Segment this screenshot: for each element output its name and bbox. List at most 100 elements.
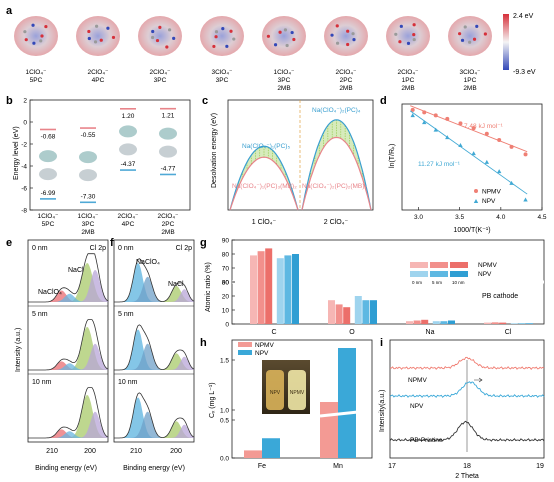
data-point — [422, 120, 427, 125]
envelope-curve — [114, 258, 195, 303]
category-2-label: 2 ClO₄⁻ — [324, 219, 349, 226]
atom — [266, 34, 271, 38]
y-axis-label: Intensity(a.u.) — [379, 390, 386, 432]
npmv-annotation: 7.48 kJ mol⁻¹ — [464, 123, 504, 130]
curve-label-3: Na(ClO₄⁻)₂(PC)₄ — [312, 107, 361, 114]
category-label: 2ClO₄⁻ — [118, 213, 139, 220]
lumo-value: 1.20 — [122, 113, 135, 120]
curve-label-4: Na(ClO₄⁻)₂(PC)₂(MB)₂ — [302, 183, 367, 190]
panel-a: a 1ClO₄⁻5PC2ClO₄⁻4PC2ClO₄⁻3PC3ClO₄⁻3PC1C… — [6, 5, 536, 92]
legend: NPMV NPV — [238, 342, 274, 357]
plot-frame — [113, 239, 195, 443]
molecule-label-line2: 3PC — [154, 77, 167, 84]
panel-letter-c: c — [202, 95, 208, 107]
scale-max-label: 2.4 eV — [513, 13, 534, 20]
panel-letter-d: d — [380, 95, 387, 107]
molecule-row: 1ClO₄⁻5PC2ClO₄⁻4PC2ClO₄⁻3PC3ClO₄⁻3PC1ClO… — [14, 16, 492, 92]
y-tick-label: 0.0 — [220, 456, 229, 463]
atom — [111, 35, 116, 40]
atom — [335, 41, 340, 45]
data-point — [484, 159, 490, 164]
panel-d: d 3.0 3.5 4.0 4.5 ln(T/Rₖ) 1000/T(K⁻¹) 7.48… — [380, 95, 547, 234]
bar — [491, 322, 499, 324]
category-label: 2PC — [162, 221, 175, 228]
electrostatic-surface — [386, 16, 430, 56]
x-axis-label: 1000/T(K⁻¹) — [453, 227, 490, 234]
fitted-component — [28, 363, 108, 370]
depth-label-10: 10 nm — [118, 379, 138, 386]
molecule-label-line3: 2MB — [339, 85, 352, 92]
x-tick-200: 200 — [84, 448, 96, 455]
y-tick-label: -8 — [21, 208, 27, 215]
category-label: 1ClO₄⁻ — [78, 213, 99, 220]
panel-h: h 0.0 0.5 1.0 1.5 Cₓ (mg L⁻¹) Fe Mn NPMV NP… — [200, 337, 373, 470]
atom — [225, 44, 229, 48]
peak-label-nacl: NaCl — [68, 267, 84, 274]
x-tick-label: 4.0 — [496, 214, 505, 221]
atom — [412, 37, 416, 42]
vial-npv — [266, 370, 284, 410]
orbital-homo — [39, 168, 57, 181]
legend: NPMV NPV — [473, 189, 501, 205]
fitted-component — [114, 397, 194, 438]
molecule-label-line1: 2ClO₄⁻ — [150, 69, 171, 76]
molecule-label-line1: 2ClO₄⁻ — [398, 69, 419, 76]
atom — [24, 38, 28, 42]
desolvation-curves — [229, 119, 372, 211]
bar-chart — [244, 348, 359, 458]
molecule-1 — [14, 16, 58, 56]
orbital-lumo — [39, 150, 57, 163]
y-axis-ticks: 0.0 0.5 1.0 1.5 — [220, 358, 235, 463]
plot-frame — [27, 239, 109, 443]
y-axis-label: ln(T/Rₖ) — [389, 144, 396, 168]
atom — [412, 23, 416, 27]
data-point — [458, 143, 463, 148]
panel-letter-a: a — [6, 5, 13, 17]
bar-groups: C O Na Cl — [250, 248, 533, 336]
atom — [472, 37, 477, 41]
molecule-label-line1: 2ClO₄⁻ — [336, 69, 357, 76]
atom — [335, 24, 339, 28]
axis-break — [319, 410, 359, 418]
x-tick-17: 17 — [388, 463, 396, 470]
atom — [458, 32, 462, 36]
legend-marker-npmv — [474, 189, 478, 193]
atom — [23, 30, 27, 34]
bar — [432, 321, 440, 324]
y-axis-label: Energy level (eV) — [13, 126, 20, 180]
y-axis-label: Desolvation energy (eV) — [211, 113, 218, 188]
bar — [354, 296, 362, 324]
molecule-5 — [262, 16, 306, 56]
x-tick-19: 19 — [536, 463, 544, 470]
x-tick-210: 210 — [46, 448, 58, 455]
bar — [284, 255, 292, 324]
category-label: O — [349, 329, 355, 336]
y-tick-label: 80 — [222, 252, 230, 259]
atom — [168, 28, 172, 32]
xrd-curves — [389, 356, 545, 442]
scatter-plot — [409, 105, 528, 202]
envelope-curve — [114, 392, 195, 439]
panel-f: f 0 nm 5 nm 10 nm Cl 2p NaClO₄ NaCl 210 … — [110, 237, 195, 472]
curve-lower — [301, 136, 372, 211]
bar — [343, 307, 351, 324]
x-axis-label: Binding energy (eV) — [35, 465, 97, 472]
data-point — [496, 169, 502, 174]
depth-label-0: 0 nm — [32, 245, 48, 252]
legend-label-npmv: NPMV — [478, 262, 497, 269]
legend-swatch — [410, 262, 428, 268]
bar — [362, 300, 370, 324]
orbital-lumo — [119, 125, 137, 138]
atom — [351, 32, 355, 36]
electrostatic-surface — [76, 16, 120, 56]
x-tick-210: 210 — [130, 448, 142, 455]
atom — [346, 29, 350, 33]
panel-letter-i: i — [380, 337, 383, 349]
bar — [526, 323, 533, 324]
fitted-component — [114, 356, 194, 370]
atom — [40, 34, 44, 38]
atom — [399, 24, 403, 28]
fitted-component — [28, 395, 108, 438]
envelope-curve — [114, 324, 195, 371]
xps-spectra — [28, 253, 109, 439]
